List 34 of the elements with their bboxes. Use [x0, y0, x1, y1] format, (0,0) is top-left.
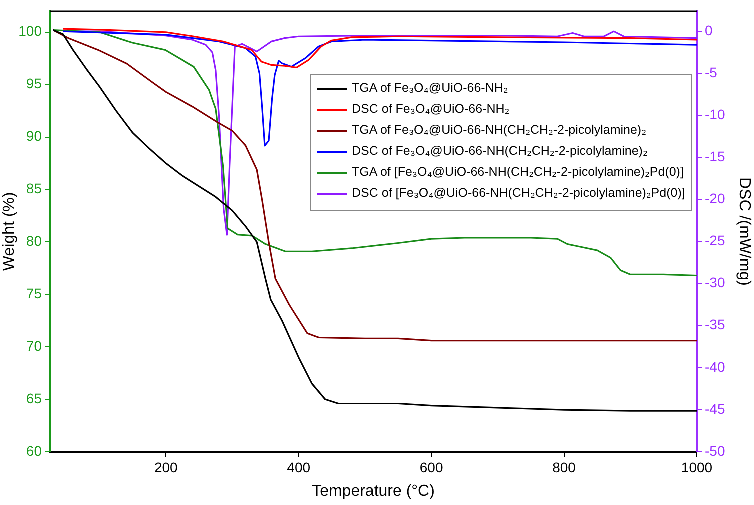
y2-tick-label: -5	[705, 64, 718, 80]
y2-tick-label: -20	[705, 190, 726, 207]
y-tick-label: 90	[26, 128, 42, 144]
y-tick-label: 100	[18, 23, 42, 40]
x-axis-title: Temperature (°C)	[312, 482, 435, 500]
legend-label: TGA of Fe₃O₄@UiO-66-NH(CH₂CH₂-2-picolylamine)₂	[352, 122, 646, 140]
y2-tick-label: -50	[705, 442, 726, 459]
y-tick-label: 60	[26, 442, 42, 459]
x-tick-label: 600	[420, 459, 444, 476]
y2-tick-label: -15	[705, 148, 726, 165]
legend-label: DSC of Fe₃O₄@UiO-66-NH(CH₂CH₂-2-picolylamine)₂	[352, 143, 648, 160]
legend-label: DSC of [Fe₃O₄@UiO-66-NH(CH₂CH₂-2-picolylamine)₂Pd(0)]	[352, 185, 686, 202]
y-tick-label: 95	[26, 76, 42, 92]
y2-tick-label: -45	[705, 400, 726, 417]
x-tick-label: 1000	[681, 459, 713, 476]
y2-tick-label: -30	[705, 274, 726, 291]
y-tick-label: 65	[26, 390, 42, 406]
y2-tick-label: -25	[705, 232, 726, 249]
y-tick-label: 85	[26, 180, 42, 197]
y2-tick-label: -10	[705, 106, 726, 123]
x-tick-label: 400	[287, 459, 311, 476]
y-tick-label: 70	[26, 338, 42, 354]
legend-label: TGA of Fe₃O₄@UiO-66-NH₂	[352, 80, 508, 98]
y2-axis-title: DSC /(mW/mg)	[736, 177, 753, 286]
y-axis-title: Weight (%)	[1, 192, 18, 272]
y2-tick-label: -40	[705, 358, 726, 375]
legend-label: DSC of Fe₃O₄@UiO-66-NH₂	[352, 101, 510, 118]
y2-tick-label: -35	[705, 316, 726, 333]
x-tick-label: 200	[154, 459, 178, 476]
y2-tick-label: 0	[705, 22, 713, 38]
legend-label: TGA of [Fe₃O₄@UiO-66-NH(CH₂CH₂-2-picolylamine)₂Pd(0)]	[352, 164, 684, 182]
y-tick-label: 75	[26, 286, 42, 302]
y-tick-label: 80	[26, 233, 42, 250]
x-tick-label: 800	[552, 459, 576, 476]
